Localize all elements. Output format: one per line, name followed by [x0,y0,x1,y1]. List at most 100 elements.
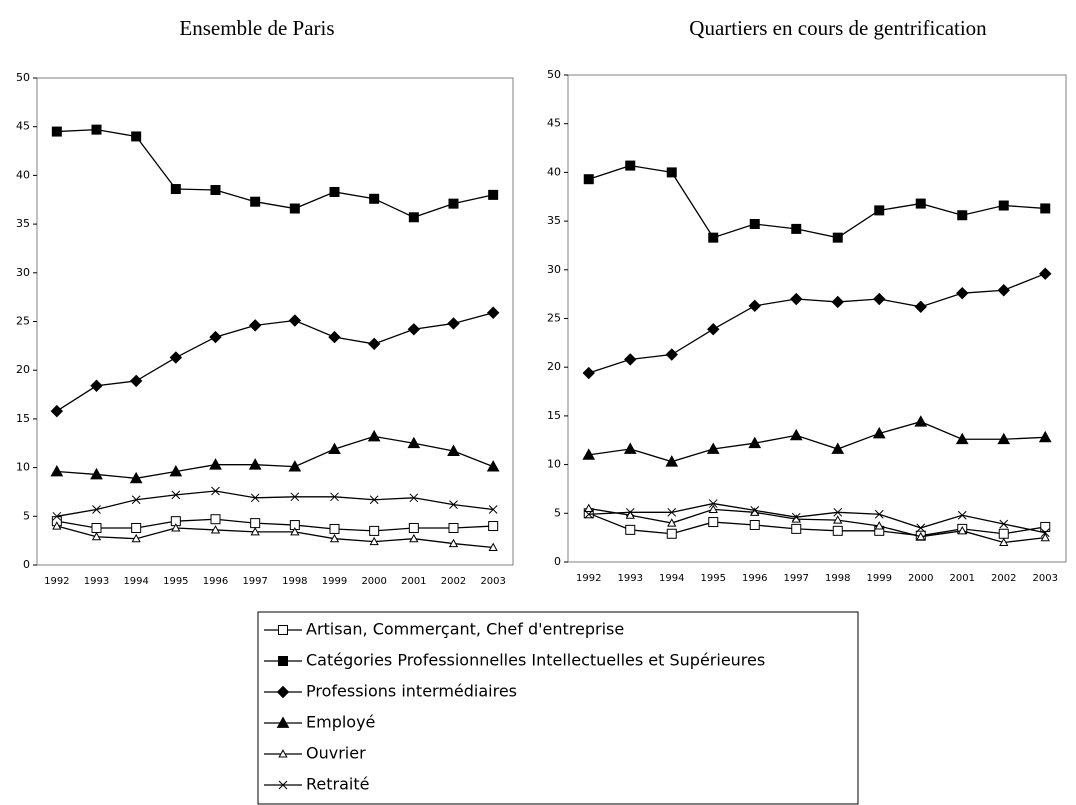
marker [369,193,380,204]
marker [131,533,141,543]
series-line [588,502,1046,534]
y-tick-label: 45 [547,117,561,130]
marker [90,379,103,392]
x-tick-label: 2003 [1033,573,1058,584]
marker [789,428,803,441]
marker [276,716,290,728]
marker [998,528,1009,539]
series-line [588,421,1046,463]
marker [624,353,637,366]
marker [873,292,886,306]
marker [329,523,340,534]
marker [448,198,459,209]
marker [667,518,677,527]
y-tick-label: 0 [554,555,561,568]
marker [957,510,967,520]
series-line [56,518,494,532]
marker [1038,430,1052,443]
marker [708,504,718,513]
y-tick-label: 5 [23,509,30,522]
marker [486,306,500,319]
y-tick-label: 35 [547,214,561,227]
chart-title: Quartiers en cours de gentrification [689,16,987,40]
x-tick-label: 1996 [203,576,228,587]
marker [131,495,141,505]
marker [367,429,381,442]
marker [707,323,720,336]
marker [278,656,288,666]
series-line [56,435,494,479]
marker [369,536,379,546]
marker [51,126,62,137]
marker [276,685,290,699]
marker [290,492,300,502]
y-tick-label: 20 [547,360,561,373]
marker [328,442,341,454]
marker [330,492,339,502]
x-tick-label: 2002 [991,573,1016,584]
y-tick-label: 15 [16,412,30,425]
marker [667,507,677,517]
marker [749,219,760,230]
marker [447,317,460,330]
x-tick-label: 2003 [480,576,505,587]
x-tick-label: 1998 [825,573,850,584]
y-tick-label: 25 [547,312,561,325]
marker [832,525,843,536]
marker [916,523,926,533]
marker [278,625,288,635]
marker [278,780,288,790]
marker [1040,528,1050,538]
marker [997,284,1010,297]
series-line [56,490,494,517]
marker [449,500,458,509]
y-tick-label: 10 [16,461,30,474]
series-line [56,312,494,412]
series-line [588,512,1046,537]
marker [52,511,62,521]
marker [665,348,678,361]
marker [998,200,1009,211]
marker [250,527,260,536]
marker [582,448,596,460]
marker [956,286,969,300]
marker [625,524,636,535]
marker [91,531,102,541]
marker [409,533,419,543]
marker [874,205,885,216]
marker [790,292,803,306]
marker [278,749,288,758]
marker [329,533,340,543]
marker [170,184,181,195]
y-tick-label: 10 [547,458,561,471]
plot-area [36,77,514,566]
y-tick-label: 15 [547,409,561,422]
chart-title: Ensemble de Paris [179,16,334,40]
marker [171,490,181,500]
marker [874,509,884,519]
marker [999,519,1009,529]
marker [708,232,719,243]
x-tick-label: 1995 [701,573,726,584]
y-tick-label: 30 [16,266,30,279]
x-tick-label: 1997 [242,576,267,587]
x-tick-label: 1997 [784,573,809,584]
x-tick-label: 1996 [742,573,767,584]
marker [50,404,64,418]
marker [750,506,760,515]
marker [250,196,261,207]
marker [915,198,926,209]
marker [367,337,381,351]
series-line [56,128,494,218]
marker [369,495,379,505]
marker [957,526,967,535]
marker [407,323,421,336]
x-tick-label: 1994 [659,573,684,584]
x-tick-label: 1992 [44,576,69,587]
marker [749,519,760,530]
legend-box [257,611,859,805]
series-line [588,507,1046,544]
marker [625,160,636,171]
marker [914,300,927,314]
